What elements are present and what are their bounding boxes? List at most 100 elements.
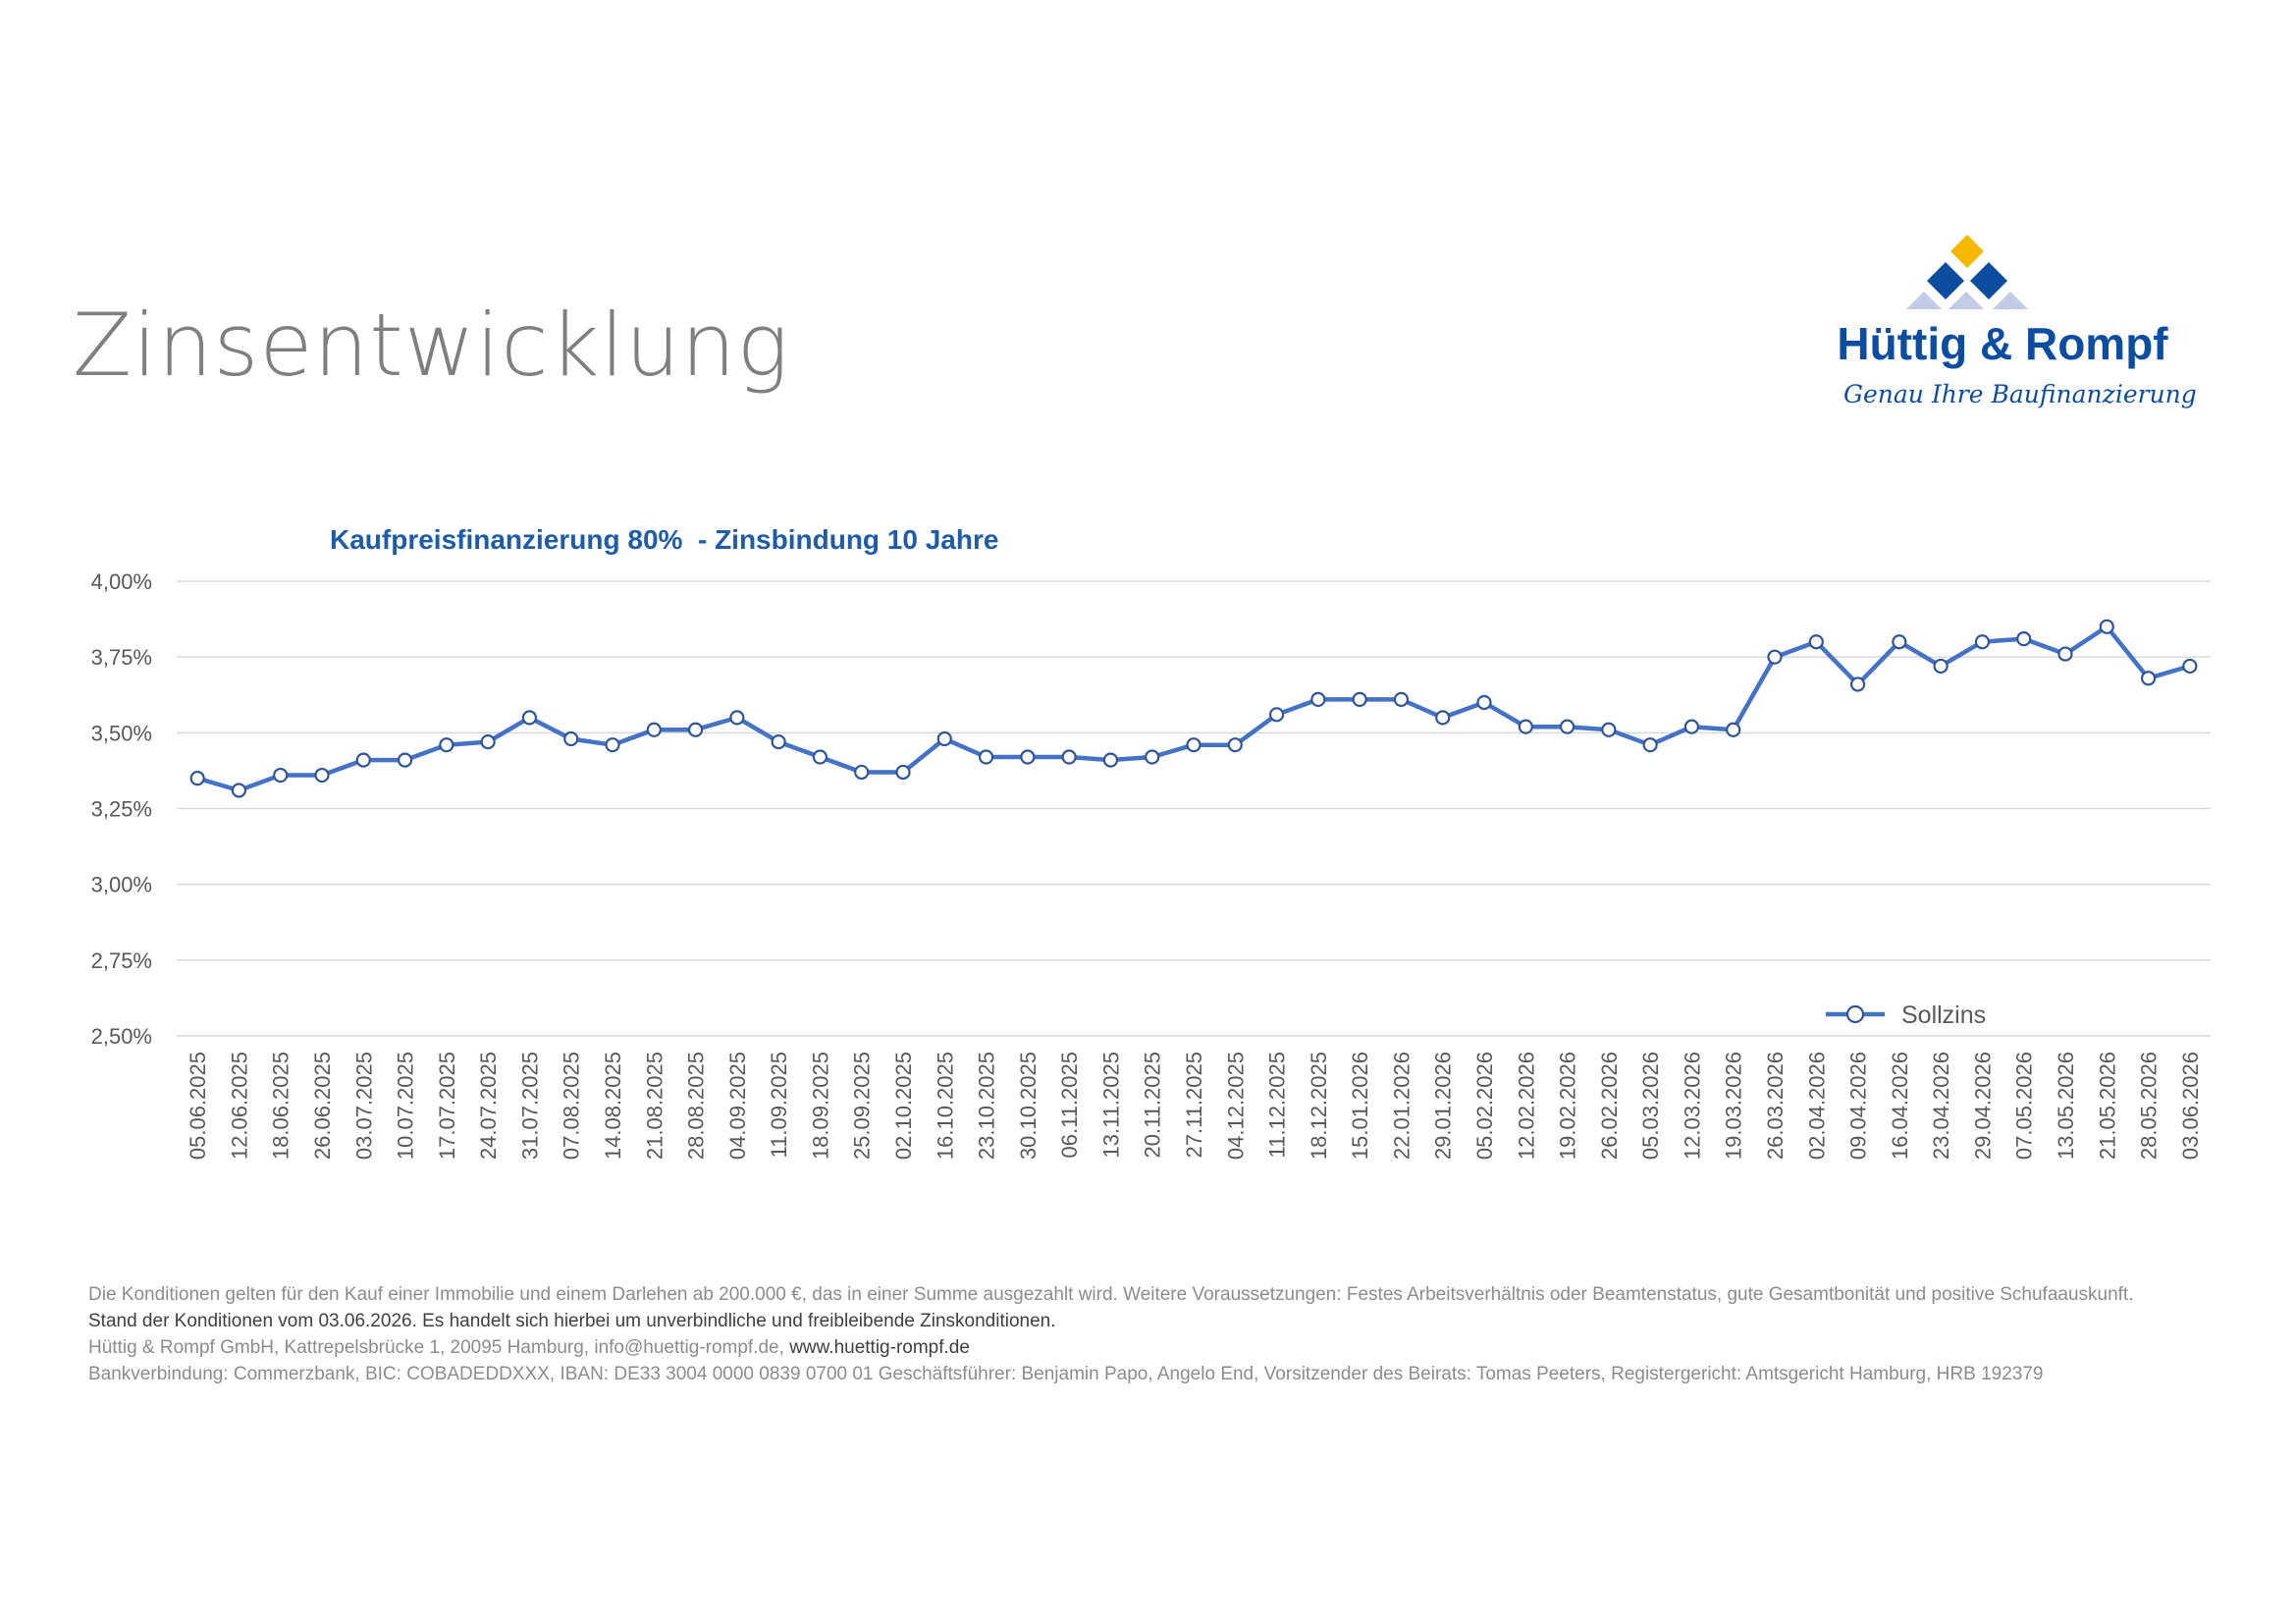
data-point: [1726, 722, 1741, 737]
data-point: [1808, 634, 1824, 650]
data-point: [189, 771, 205, 786]
x-tick-label: 15.01.2026: [1348, 1052, 1372, 1160]
x-tick-label: 16.04.2026: [1888, 1052, 1912, 1160]
x-tick-label: 21.05.2026: [2095, 1052, 2119, 1160]
data-point: [1061, 749, 1077, 765]
x-tick-label: 02.10.2025: [891, 1052, 916, 1160]
data-point: [1268, 707, 1285, 723]
footer-address: Hüttig & Rompf GmbH, Kattrepelsbrücke 1,…: [88, 1334, 2268, 1361]
data-point: [2099, 619, 2114, 634]
page-title: Zinsentwicklung: [73, 295, 790, 396]
line-chart: 2,50% 2,75% 3,00% 3,25% 3,50% 3,75% 4,00% 05.0…: [91, 569, 2211, 1160]
x-tick-label: 20.11.2025: [1141, 1052, 1165, 1158]
data-point: [1642, 737, 1658, 753]
x-tick-label: 28.08.2025: [684, 1052, 709, 1160]
x-tick-label: 12.06.2025: [227, 1052, 251, 1160]
x-tick-label: 29.01.2026: [1431, 1052, 1456, 1160]
logo-diamonds-icon: [1906, 235, 2028, 309]
footer-address-text: Hüttig & Rompf GmbH, Kattrepelsbrücke 1,…: [88, 1337, 790, 1358]
footer-date-note: Stand der Konditionen vom 03.06.2026. Es…: [88, 1311, 1056, 1331]
x-tick-label: 27.11.2025: [1182, 1052, 1206, 1158]
x-tick-label: 24.07.2025: [476, 1052, 501, 1160]
data-point: [1683, 719, 1700, 734]
data-point: [397, 752, 413, 768]
logo-name: Hüttig & Rompf: [1837, 318, 2168, 369]
x-tick-label: 13.05.2026: [2054, 1052, 2078, 1160]
x-tick-label: 31.07.2025: [517, 1052, 542, 1160]
footer-bank-details: Bankverbindung: Commerzbank, BIC: COBADE…: [88, 1364, 2044, 1384]
x-tick-label: 10.07.2025: [394, 1052, 418, 1160]
x-tick-label: 21.08.2025: [642, 1052, 667, 1160]
company-logo: Hüttig & Rompf Genau Ihre Baufinanzierun…: [1826, 231, 2197, 427]
data-point: [895, 764, 911, 781]
series-line-sollzins: [196, 624, 2191, 793]
y-tick-label: 3,00%: [91, 873, 152, 897]
data-point: [1186, 737, 1201, 753]
data-point: [1310, 691, 1326, 707]
website-link[interactable]: www.huettig-rompf.de: [789, 1337, 970, 1358]
data-point: [1892, 634, 1907, 650]
x-tick-label: 26.06.2025: [310, 1052, 335, 1160]
y-tick-label: 2,75%: [91, 948, 152, 973]
data-point: [812, 749, 828, 765]
data-point: [1227, 737, 1243, 753]
x-tick-label: 26.02.2026: [1597, 1052, 1622, 1160]
x-tick-label: 23.10.2025: [975, 1052, 999, 1160]
data-point: [1435, 710, 1451, 726]
x-tick-label: 05.03.2026: [1638, 1052, 1663, 1160]
data-point: [936, 730, 952, 747]
data-point: [314, 767, 330, 784]
x-tick-label: 25.09.2025: [850, 1052, 875, 1160]
x-tick-label: 18.06.2025: [269, 1052, 294, 1160]
x-tick-label: 04.09.2025: [725, 1052, 750, 1160]
x-tick-label: 09.04.2026: [1846, 1052, 1871, 1160]
x-tick-label: 03.06.2026: [2178, 1052, 2203, 1160]
y-tick-label: 3,75%: [91, 645, 152, 670]
x-tick-label: 14.08.2025: [601, 1052, 625, 1160]
x-tick-label: 12.02.2026: [1514, 1052, 1538, 1160]
x-tick-label: 11.12.2025: [1265, 1052, 1290, 1158]
data-point: [1601, 722, 1617, 737]
x-tick-label: 11.09.2025: [767, 1052, 791, 1158]
data-point: [729, 710, 745, 726]
data-point: [854, 764, 870, 781]
data-point: [1933, 658, 1949, 675]
data-point: [1974, 634, 1991, 650]
data-point: [1849, 676, 1866, 692]
data-point: [1767, 649, 1783, 665]
data-point: [1352, 691, 1367, 707]
x-tick-label: 12.03.2026: [1680, 1052, 1704, 1160]
data-point: [355, 752, 371, 768]
x-tick-label: 22.01.2026: [1389, 1052, 1414, 1160]
x-tick-label: 28.05.2026: [2137, 1052, 2162, 1160]
x-tick-label: 03.07.2025: [351, 1052, 376, 1160]
x-tick-label: 18.09.2025: [808, 1052, 832, 1160]
data-point: [521, 710, 538, 726]
data-point: [563, 730, 579, 747]
data-point: [978, 749, 994, 765]
x-tick-label: 07.08.2025: [560, 1052, 584, 1160]
data-point: [1559, 719, 1575, 734]
data-point: [273, 767, 289, 784]
x-tick-label: 04.12.2025: [1223, 1052, 1248, 1160]
x-tick-label: 23.04.2026: [1929, 1052, 1953, 1160]
data-point: [2016, 631, 2032, 647]
data-point: [2140, 671, 2157, 686]
y-tick-label: 4,00%: [91, 569, 152, 594]
y-tick-label: 2,50%: [91, 1024, 152, 1049]
data-point: [2182, 658, 2198, 675]
x-tick-label: 29.04.2026: [1970, 1052, 1995, 1160]
x-tick-label: 07.05.2026: [2012, 1052, 2037, 1160]
data-point: [646, 722, 662, 737]
x-tick-label: 13.11.2025: [1098, 1052, 1123, 1158]
data-point: [231, 783, 247, 798]
data-point: [1102, 752, 1119, 768]
x-tick-label: 05.06.2025: [186, 1052, 210, 1160]
data-point: [687, 722, 704, 737]
x-tick-label: 06.11.2025: [1057, 1052, 1082, 1158]
data-point: [771, 733, 786, 750]
x-tick-label: 02.04.2026: [1804, 1052, 1829, 1160]
x-tick-label: 19.02.2026: [1556, 1052, 1580, 1160]
data-point: [1020, 749, 1036, 765]
y-tick-label: 3,25%: [91, 797, 152, 822]
